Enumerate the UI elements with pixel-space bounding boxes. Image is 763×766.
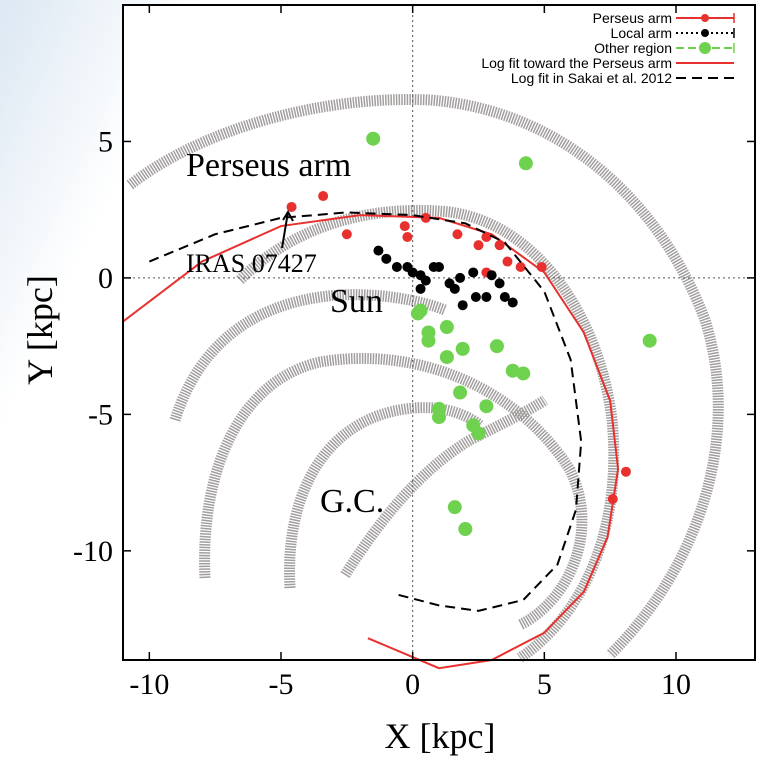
data-point xyxy=(455,272,466,283)
data-point xyxy=(620,466,631,477)
data-point xyxy=(402,231,413,242)
data-point xyxy=(479,399,494,414)
data-point xyxy=(458,522,473,536)
data-point xyxy=(415,283,426,294)
data-point xyxy=(407,267,418,278)
data-point xyxy=(516,366,531,381)
plot xyxy=(122,5,755,670)
legend-label: Other region xyxy=(594,40,672,56)
data-point xyxy=(515,262,526,272)
data-point xyxy=(439,350,454,365)
arm xyxy=(169,289,448,422)
fit-line xyxy=(148,211,583,612)
x-tick-label: -5 xyxy=(269,668,294,701)
y-tick-label: -10 xyxy=(73,535,113,568)
data-point xyxy=(499,292,510,303)
data-point xyxy=(481,231,492,242)
data-point xyxy=(470,292,481,303)
y-tick-label: 0 xyxy=(98,262,113,295)
annotation: G.C. xyxy=(320,483,384,520)
data-point xyxy=(373,245,384,256)
data-point xyxy=(439,320,454,335)
arm xyxy=(199,353,588,630)
data-point xyxy=(489,339,504,354)
data-point xyxy=(447,500,462,515)
data-point xyxy=(453,385,468,400)
y-axis-label: Y [kpc] xyxy=(20,275,60,385)
data-point xyxy=(421,333,436,348)
data-point xyxy=(486,270,497,281)
x-axis-label: X [kpc] xyxy=(385,716,496,756)
x-tick-label: 10 xyxy=(661,668,691,701)
data-point xyxy=(457,300,468,311)
x-tick-label: 0 xyxy=(405,668,420,701)
data-point xyxy=(341,229,352,240)
data-point xyxy=(449,283,460,294)
x-tick-label: -10 xyxy=(129,668,169,701)
data-point xyxy=(399,221,410,232)
legend-marker xyxy=(699,42,711,54)
data-point xyxy=(481,292,492,303)
legend-label: Perseus arm xyxy=(593,10,672,26)
arm xyxy=(340,395,549,578)
arm xyxy=(236,204,620,663)
data-point xyxy=(502,256,513,267)
annotation: Perseus arm xyxy=(186,147,351,184)
fit-line xyxy=(122,214,620,670)
legend-label: Local arm xyxy=(611,25,672,41)
data-point xyxy=(642,333,657,348)
spiral-arms xyxy=(126,94,724,663)
y-tick-label: -5 xyxy=(88,398,113,431)
data-point xyxy=(410,306,425,321)
data-point xyxy=(471,426,486,441)
data-point xyxy=(434,262,444,272)
arm xyxy=(284,402,484,589)
data-point xyxy=(455,341,470,356)
data-point xyxy=(420,275,431,286)
data-point xyxy=(507,297,518,308)
x-tick-label: 5 xyxy=(537,668,552,701)
data-point xyxy=(286,201,297,212)
legend-marker xyxy=(701,29,709,37)
data-point xyxy=(366,131,381,146)
data-point xyxy=(505,363,520,378)
data-point xyxy=(381,253,392,264)
data-point xyxy=(391,262,402,272)
data-point xyxy=(432,410,446,425)
data-point xyxy=(494,278,505,289)
data-point xyxy=(473,240,484,251)
legend-label: Log fit in Sakai et al. 2012 xyxy=(511,70,672,86)
annotation: Sun xyxy=(330,283,383,320)
data-point xyxy=(318,191,329,202)
data-point xyxy=(468,267,479,278)
data-point xyxy=(518,156,533,171)
plot-frame xyxy=(122,4,756,661)
data-point xyxy=(452,229,463,240)
annotation: IRAS 07427 xyxy=(186,249,317,278)
annotation-arrow xyxy=(281,210,294,249)
legend-marker xyxy=(701,14,709,22)
y-tick-label: 5 xyxy=(98,125,113,158)
legend-label: Log fit toward the Perseus arm xyxy=(481,55,672,71)
